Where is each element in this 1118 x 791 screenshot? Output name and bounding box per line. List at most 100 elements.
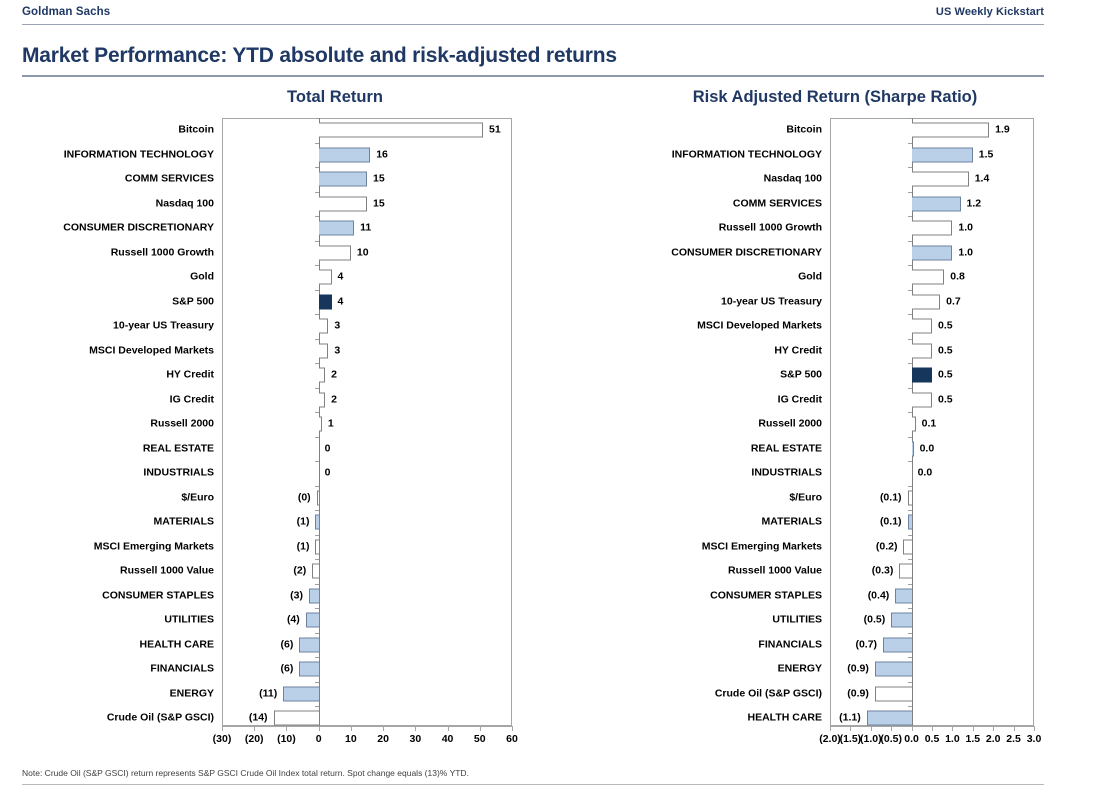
x-axis-tick-label: 2.0 bbox=[985, 733, 1001, 745]
x-axis-tick-label: (2.0) bbox=[819, 733, 841, 745]
bar bbox=[874, 686, 912, 702]
category-label: FINANCIALS bbox=[150, 662, 214, 675]
bar bbox=[899, 563, 912, 579]
x-axis-tick-label: (20) bbox=[244, 733, 264, 745]
brand-name: Goldman Sachs bbox=[22, 6, 111, 18]
axis-tick-mark bbox=[907, 583, 912, 585]
category-label: REAL ESTATE bbox=[750, 442, 822, 455]
bar bbox=[907, 490, 912, 506]
x-axis: (30) (20) (10) 0 10 20 30 40 50 60 bbox=[22, 726, 518, 756]
page-header: Goldman Sachs US Weekly Kickstart bbox=[22, 6, 1044, 28]
bar-row: MATERIALS (1) bbox=[22, 510, 518, 535]
axis-tick-mark bbox=[907, 534, 912, 536]
bar-row: Russell 2000 0.1 bbox=[528, 412, 1040, 437]
bar-row: Gold 0.8 bbox=[528, 265, 1040, 290]
bar-row: HEALTH CARE (6) bbox=[22, 632, 518, 658]
category-label: ENERGY bbox=[777, 662, 822, 675]
axis-tick-mark bbox=[314, 681, 319, 683]
axis-tick-mark bbox=[314, 436, 319, 438]
axis-tick-mark bbox=[314, 412, 319, 413]
bar-row: INDUSTRIALS 0 bbox=[22, 461, 518, 486]
axis-tick-mark bbox=[907, 510, 912, 511]
bar-row: COMM SERVICES 1.2 bbox=[528, 191, 1040, 217]
x-axis-line bbox=[222, 726, 512, 727]
category-label: FINANCIALS bbox=[758, 638, 822, 651]
axis-tick-mark bbox=[314, 191, 319, 193]
bar-row: Bitcoin 1.9 bbox=[528, 118, 1040, 143]
x-axis-tick-label: (1.0) bbox=[860, 733, 882, 745]
value-label: 2 bbox=[331, 368, 337, 381]
axis-tick-mark bbox=[314, 387, 319, 389]
bar-row: Russell 1000 Growth 10 bbox=[22, 240, 518, 266]
axis-tick-mark bbox=[907, 608, 912, 609]
x-axis-tick bbox=[911, 726, 913, 731]
category-label: Bitcoin bbox=[786, 123, 822, 136]
value-label: 0.7 bbox=[946, 295, 961, 308]
value-label: (14) bbox=[248, 711, 268, 724]
bar-row: S&P 500 4 bbox=[22, 289, 518, 315]
value-label: 1.0 bbox=[958, 246, 973, 259]
category-label: MSCI Developed Markets bbox=[697, 319, 822, 332]
x-axis-tick-label: 1.0 bbox=[945, 733, 960, 745]
category-label: UTILITIES bbox=[164, 613, 214, 626]
bar-row: Crude Oil (S&P GSCI) (14) bbox=[22, 706, 518, 731]
value-label: 15 bbox=[373, 172, 385, 185]
x-axis-tick bbox=[318, 726, 320, 731]
bar-row: Russell 1000 Value (2) bbox=[22, 559, 518, 584]
value-label: (0.5) bbox=[863, 613, 886, 626]
value-label: 0.0 bbox=[917, 466, 933, 479]
axis-tick-mark bbox=[907, 338, 912, 340]
chart-title-risk-adjusted-return: Risk Adjusted Return (Sharpe Ratio) bbox=[692, 88, 978, 106]
axis-tick-mark bbox=[314, 338, 319, 340]
category-label: MATERIALS bbox=[153, 515, 214, 528]
chart-title-total-return: Total Return bbox=[287, 88, 383, 106]
value-label: (6) bbox=[280, 662, 294, 675]
bar-row: $/Euro (0) bbox=[22, 485, 518, 511]
x-axis-tick bbox=[254, 726, 256, 731]
bar-row: Russell 1000 Value (0.3) bbox=[528, 559, 1040, 584]
bar-row: UTILITIES (0.5) bbox=[528, 608, 1040, 633]
axis-tick-mark bbox=[907, 681, 912, 683]
bar-row: HY Credit 0.5 bbox=[528, 338, 1040, 364]
bar bbox=[299, 661, 319, 677]
bar-row: REAL ESTATE 0 bbox=[22, 436, 518, 462]
value-label: (11) bbox=[259, 687, 278, 700]
x-axis-tick-label: 0.0 bbox=[904, 733, 919, 745]
bar bbox=[318, 171, 367, 187]
bar bbox=[911, 294, 941, 310]
bar bbox=[318, 147, 371, 163]
bar bbox=[318, 367, 326, 383]
value-label: 0.0 bbox=[919, 442, 935, 455]
bar bbox=[874, 661, 912, 677]
value-label: 11 bbox=[360, 221, 372, 234]
plot-frame bbox=[830, 118, 1034, 726]
bar bbox=[911, 441, 914, 457]
x-axis-tick bbox=[952, 726, 954, 731]
axis-tick-mark bbox=[314, 706, 319, 707]
category-label: CONSUMER STAPLES bbox=[102, 589, 214, 602]
page-title: Market Performance: YTD absolute and ris… bbox=[22, 44, 617, 67]
axis-tick-mark bbox=[314, 363, 319, 364]
x-axis-tick bbox=[993, 726, 995, 731]
bar bbox=[911, 392, 932, 408]
bar bbox=[273, 710, 319, 726]
value-label: 3 bbox=[334, 344, 341, 357]
x-axis-tick bbox=[1013, 726, 1015, 731]
axis-tick-mark bbox=[907, 265, 912, 266]
category-label: Russell 2000 bbox=[150, 417, 214, 430]
value-label: 0.5 bbox=[938, 344, 953, 357]
value-label: 2 bbox=[331, 393, 337, 406]
bar-row: INFORMATION TECHNOLOGY 1.5 bbox=[528, 142, 1040, 168]
category-label: $/Euro bbox=[789, 491, 822, 504]
category-label: Gold bbox=[190, 270, 214, 283]
bar bbox=[316, 490, 319, 506]
axis-tick-mark bbox=[907, 314, 912, 315]
x-axis-tick bbox=[891, 726, 893, 731]
axis-tick-mark bbox=[314, 265, 319, 266]
bar bbox=[911, 245, 953, 261]
bar bbox=[283, 686, 319, 702]
category-label: UTILITIES bbox=[772, 613, 822, 626]
footnote: Note: Crude Oil (S&P GSCI) return repres… bbox=[22, 768, 469, 778]
value-label: (6) bbox=[280, 638, 294, 651]
category-label: INDUSTRIALS bbox=[143, 466, 214, 479]
